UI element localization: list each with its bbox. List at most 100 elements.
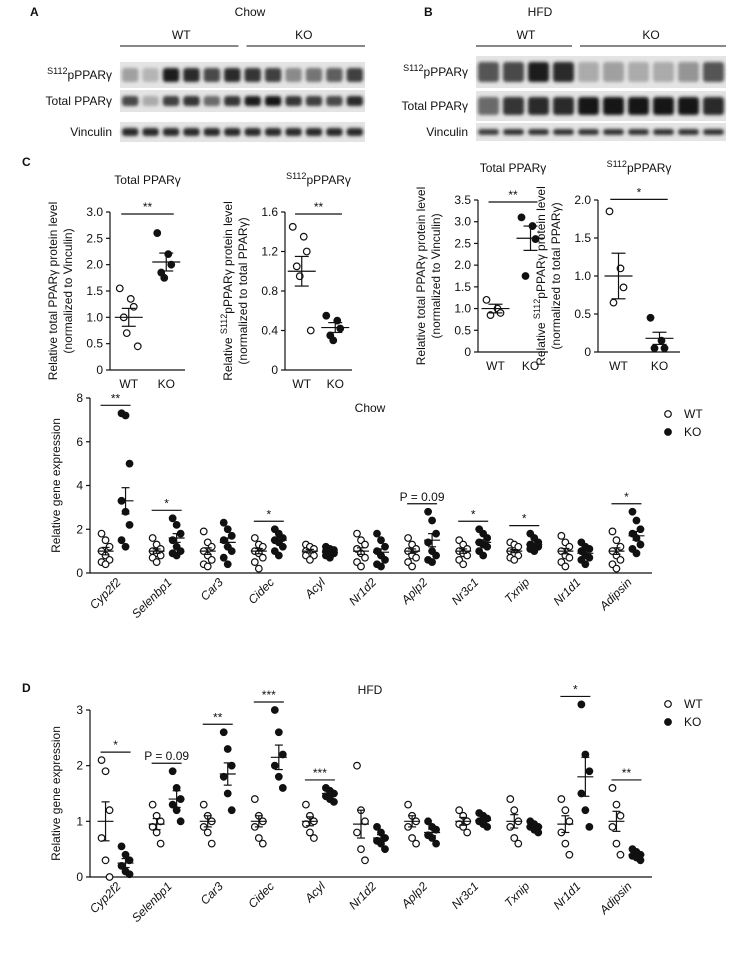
blot-band [578, 62, 599, 82]
data-point [207, 555, 216, 564]
blot-band [122, 128, 139, 136]
chart-title: Total PPARγ [480, 161, 546, 175]
data-point [160, 273, 169, 282]
data-point [254, 564, 263, 573]
sig-label: * [637, 185, 642, 199]
data-point [329, 336, 338, 345]
data-point [628, 507, 637, 516]
x-tick-label: WT [292, 377, 311, 391]
blot-band [553, 97, 574, 115]
data-point [306, 326, 315, 335]
blot-band [162, 128, 180, 136]
data-point [125, 520, 134, 529]
x-tick-label: WT [486, 359, 505, 373]
y-tick-label: 0 [96, 363, 103, 377]
data-point [361, 856, 369, 865]
data-point [299, 232, 308, 241]
data-point [608, 823, 617, 831]
y-axis-label: (normalized to total PPARγ) [549, 202, 563, 349]
y-tick-label: 2.0 [574, 193, 591, 207]
blot-band [653, 62, 674, 82]
data-point [117, 842, 126, 851]
sig-label: ** [622, 766, 632, 780]
chart-title: Total PPARγ [114, 173, 180, 187]
blot-row-label: Total PPARγ [46, 94, 112, 108]
blot-band [264, 128, 282, 136]
y-tick-label: 1.0 [454, 302, 471, 316]
text-segment: Relative total PPARγ protein level [414, 187, 428, 366]
y-tick-label: 0 [271, 363, 278, 377]
blot-row-label: S112pPPARγ [403, 63, 468, 79]
sig-label: P = 0.09 [400, 490, 445, 504]
data-point [121, 542, 130, 551]
data-point [581, 806, 590, 815]
blot-row-label: Total PPARγ [402, 99, 468, 113]
blot-band [264, 96, 282, 106]
blot-band [503, 97, 524, 115]
blot-band [553, 62, 574, 82]
data-point [612, 839, 621, 848]
text-segment: pPPARγ protein level [221, 201, 235, 314]
blot-band [603, 62, 624, 82]
data-point [357, 562, 365, 571]
legend-label: WT [684, 407, 703, 421]
data-point [510, 834, 519, 842]
blot-band [305, 68, 323, 82]
data-point [632, 516, 641, 525]
data-point [636, 856, 645, 865]
data-point [274, 551, 283, 560]
data-point [322, 311, 331, 320]
data-point [534, 828, 543, 837]
data-point [274, 772, 283, 781]
x-tick-label: Cidec [245, 879, 277, 911]
data-point [561, 839, 570, 848]
data-point [636, 540, 645, 549]
blot-band [346, 68, 363, 82]
text-segment: Total PPARγ [114, 173, 180, 187]
sig-label: *** [262, 688, 276, 702]
blot-band [305, 128, 323, 136]
y-axis-label: Relative gene expression [49, 418, 63, 553]
blot-band [183, 96, 200, 106]
sig-label: * [113, 738, 118, 752]
blot-band [326, 68, 343, 82]
data-point [565, 553, 574, 562]
y-tick-label: 0.5 [454, 323, 471, 337]
blot-band [346, 96, 363, 106]
data-point [133, 342, 142, 351]
data-point [479, 551, 488, 560]
text-segment: pPPARγ [68, 68, 112, 82]
blot-band [553, 129, 574, 135]
blot-band [678, 129, 699, 135]
sig-label: * [573, 682, 578, 696]
text-segment: Relative gene expression [49, 418, 63, 553]
blot-band [346, 128, 363, 136]
x-tick-label: Nr1d1 [550, 575, 583, 608]
data-point [581, 560, 590, 569]
data-point [585, 767, 594, 776]
data-point [105, 873, 114, 881]
legend-marker [664, 428, 672, 436]
data-point [521, 272, 530, 280]
data-point [531, 235, 540, 243]
data-point [424, 507, 432, 516]
text-segment: pPPARγ [627, 161, 671, 175]
data-point [660, 344, 669, 353]
blot-strip [476, 123, 726, 141]
data-point [117, 536, 126, 545]
data-point [585, 823, 594, 831]
data-point [223, 789, 232, 798]
data-point [608, 784, 617, 792]
blot-band [653, 97, 674, 115]
data-point [122, 329, 131, 338]
data-point [353, 529, 361, 538]
legend-marker [664, 410, 672, 418]
data-point [101, 560, 110, 569]
data-point [207, 542, 216, 551]
x-tick-label: KO [327, 377, 344, 391]
legend-label: KO [684, 715, 701, 729]
group-label: KO [642, 28, 659, 42]
y-tick-label: 2.5 [86, 231, 103, 245]
data-point [353, 828, 361, 837]
